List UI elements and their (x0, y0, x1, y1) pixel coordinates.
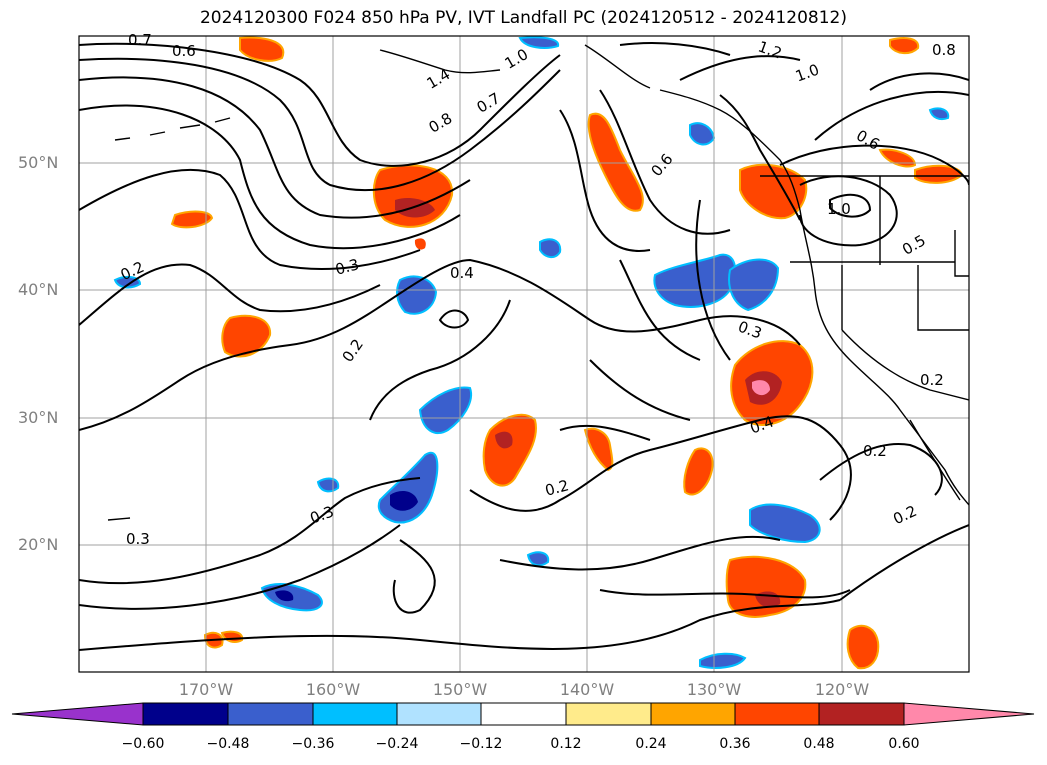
anomaly-blob (113, 275, 142, 289)
colorbar-tick-label: 0.36 (719, 736, 751, 752)
anomaly-blob (239, 36, 285, 62)
contour-label: 0.2 (863, 442, 887, 460)
colorbar-tick-label: −0.24 (375, 736, 419, 752)
colorbar-tick-label: −0.12 (459, 736, 503, 752)
anomaly-blob (846, 624, 880, 670)
coastlines (107, 44, 969, 521)
colorbar-tick-label: 0.60 (888, 736, 920, 752)
anomaly-blob (316, 477, 340, 493)
colorbar-segment (396, 702, 482, 726)
anomaly-blob (587, 112, 644, 212)
colorbar-segment (480, 702, 567, 726)
anomaly-blob (728, 258, 780, 312)
anomaly-blob (390, 490, 418, 511)
anomaly-blob (699, 652, 747, 669)
contour-label: 0.7 (128, 31, 152, 49)
map-background (79, 36, 969, 672)
anomaly-blob (221, 314, 272, 358)
lon-label-140w: 140°W (559, 680, 615, 699)
contour-label: 0.2 (920, 371, 944, 389)
anomaly-blob (495, 431, 513, 449)
colorbar-extend-right (903, 702, 1035, 726)
anomaly-blob (418, 386, 473, 435)
anomaly-blob (749, 503, 821, 544)
colorbar-segment (734, 702, 820, 726)
lon-label-120w: 120°W (814, 680, 870, 699)
contour-label: 0.3 (333, 255, 361, 279)
colorbar-tick-label: 0.24 (635, 736, 667, 752)
pv-contours (79, 42, 969, 651)
lat-label-40: 40°N (18, 280, 59, 299)
shaded-anomalies (113, 36, 964, 670)
contour-label: 0.2 (543, 476, 571, 500)
lon-label-170w: 170°W (178, 680, 234, 699)
contour-label: 0.3 (126, 530, 150, 548)
contour-label: 0.8 (932, 41, 956, 59)
anomaly-blob (725, 556, 807, 618)
colorbar-tick-label: 0.48 (803, 736, 835, 752)
anomaly-blob (889, 37, 920, 54)
anomaly-blob (275, 590, 294, 602)
lon-label-130w: 130°W (686, 680, 742, 699)
colorbar-tick-label: −0.36 (291, 736, 335, 752)
colorbar-segment (650, 702, 736, 726)
contour-label: 0.6 (172, 42, 196, 60)
colorbar-segment (565, 702, 652, 726)
colorbar-segment (818, 702, 905, 726)
anomaly-blob (752, 380, 770, 396)
anomaly-blob (526, 551, 550, 567)
anomaly-blob (518, 36, 560, 49)
colorbar-segment (312, 702, 398, 726)
colorbar (11, 702, 1035, 726)
colorbar-tick-label: −0.60 (121, 736, 165, 752)
anomaly-blob (878, 148, 917, 168)
lon-label-150w: 150°W (432, 680, 488, 699)
anomaly-blob (539, 238, 562, 258)
anomaly-blob (928, 107, 950, 121)
lat-label-20: 20°N (18, 535, 59, 554)
lat-label-50: 50°N (18, 153, 59, 172)
lon-label-160w: 160°W (305, 680, 361, 699)
contour-label: 1.0 (827, 200, 851, 218)
lat-label-30: 30°N (18, 408, 59, 427)
colorbar-tick-label: 0.12 (550, 736, 582, 752)
anomaly-blob (482, 413, 537, 487)
anomaly-blob (414, 238, 426, 250)
colorbar-extend-left (11, 702, 144, 726)
anomaly-blob (683, 447, 714, 496)
contour-label: 0.4 (450, 264, 474, 282)
colorbar-tick-label: −0.48 (206, 736, 250, 752)
map-frame (78, 35, 970, 673)
anomaly-blob (583, 427, 614, 472)
map-title: 2024120300 F024 850 hPa PV, IVT Landfall… (199, 8, 847, 28)
colorbar-segment (227, 702, 314, 726)
anomaly-blob (170, 210, 214, 229)
colorbar-segment (142, 702, 229, 726)
